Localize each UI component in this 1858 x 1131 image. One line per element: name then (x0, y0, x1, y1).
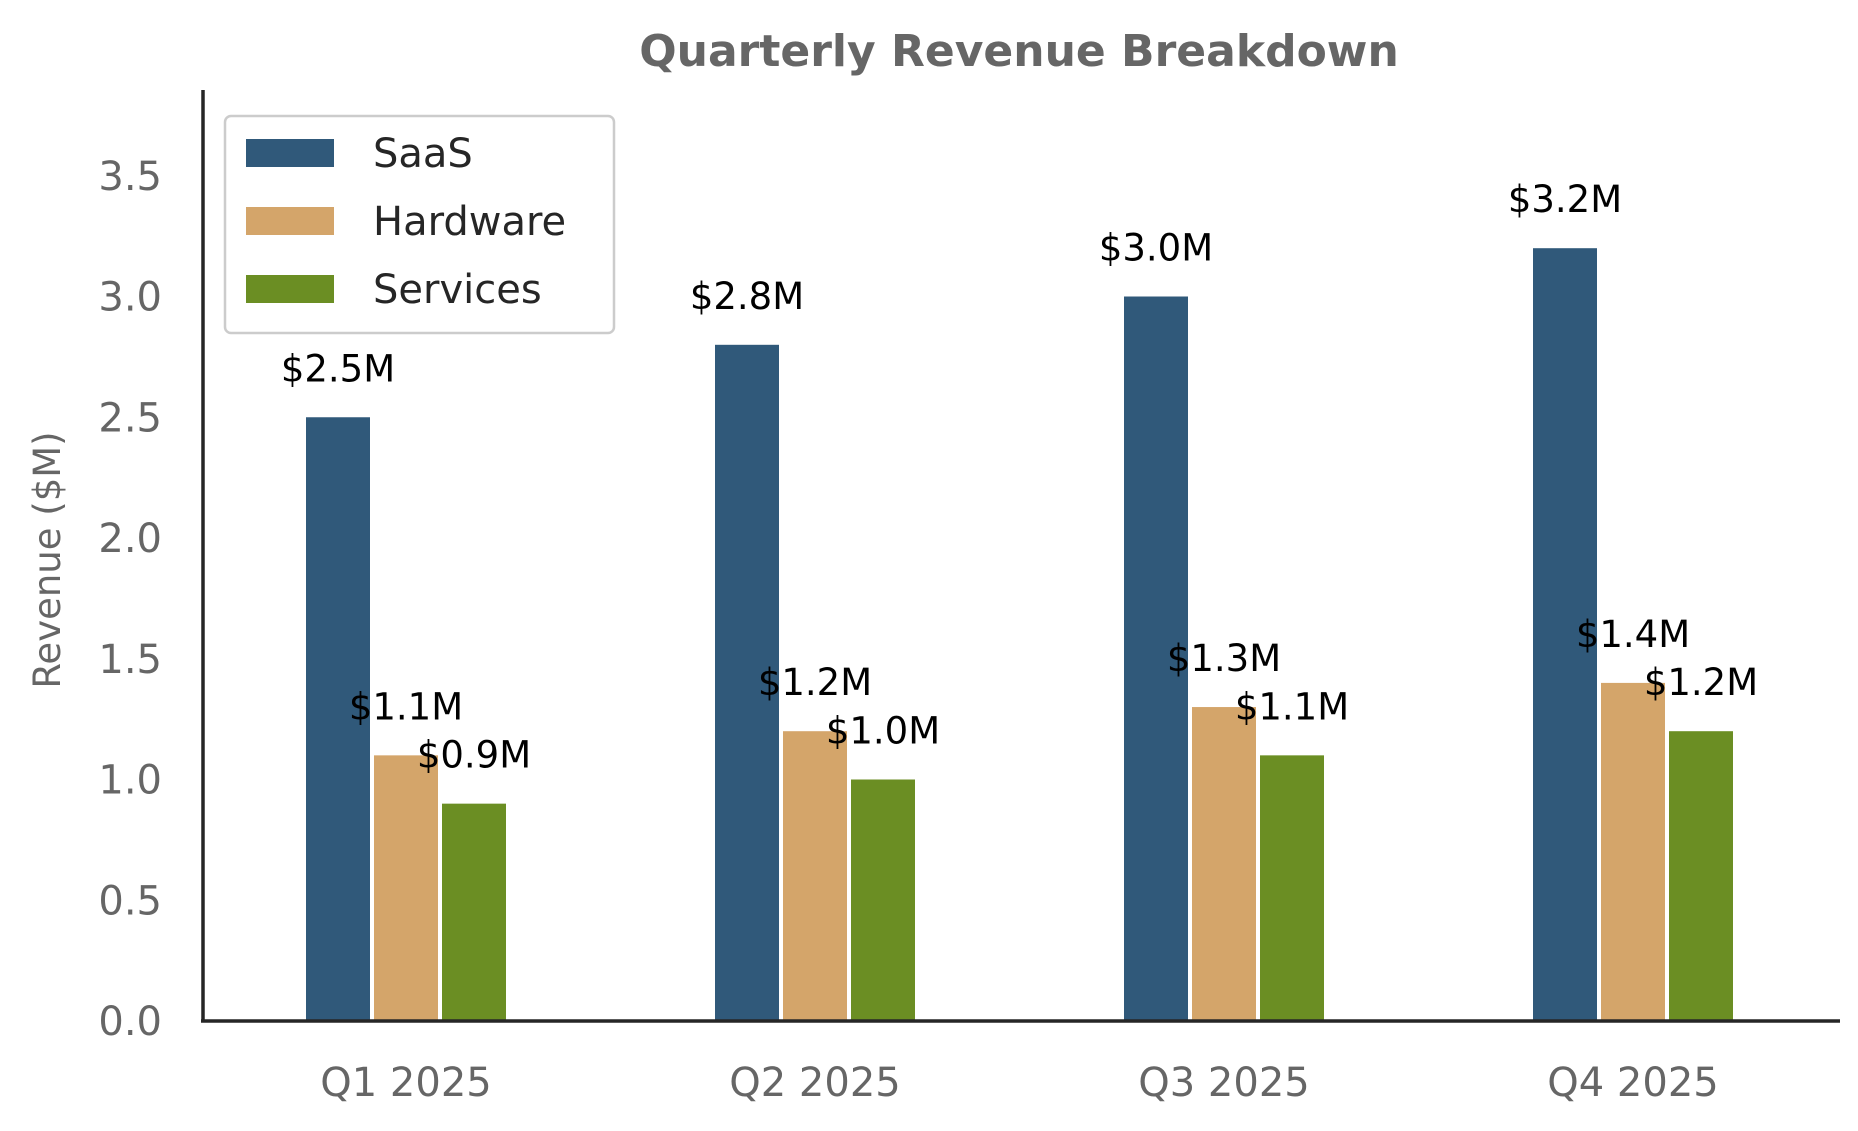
data-label: $0.9M (417, 734, 531, 777)
data-label: $1.0M (826, 710, 940, 753)
data-label: $3.0M (1099, 227, 1213, 270)
legend-swatch-saas (246, 139, 334, 167)
x-tick-label: Q3 2025 (1138, 1060, 1309, 1106)
chart-title: Quarterly Revenue Breakdown (639, 26, 1399, 77)
y-axis-label: Revenue ($M) (26, 431, 69, 688)
legend-swatch-services (246, 275, 334, 303)
y-tick-label: 2.0 (98, 516, 162, 562)
bar-hardware-q3-2025 (1192, 707, 1256, 1021)
data-label: $1.2M (758, 661, 872, 704)
y-tick-labels: 0.0 0.5 1.0 1.5 2.0 2.5 3.0 3.5 (98, 154, 162, 1045)
y-tick-label: 0.0 (98, 999, 162, 1045)
y-tick-label: 3.0 (98, 275, 162, 321)
x-tick-label: Q2 2025 (729, 1060, 900, 1106)
data-label: $1.3M (1167, 637, 1281, 680)
data-labels: $2.5M $1.1M $0.9M $2.8M $1.2M $1.0M $3.0M $1.3M… (281, 178, 1758, 776)
bar-services-q4-2025 (1669, 731, 1733, 1021)
y-tick-label: 0.5 (98, 878, 162, 924)
legend: SaaS Hardware Services (223, 114, 616, 335)
legend-swatch-hardware (246, 207, 334, 235)
bar-saas-q3-2025 (1124, 296, 1188, 1021)
data-label: $1.2M (1644, 661, 1758, 704)
bar-saas-q4-2025 (1533, 248, 1597, 1021)
y-tick-label: 3.5 (98, 154, 162, 200)
legend-label-services: Services (373, 267, 542, 313)
bar-hardware-q2-2025 (783, 731, 847, 1021)
data-label: $2.5M (281, 347, 395, 390)
y-tick-label: 1.0 (98, 758, 162, 804)
bars (306, 248, 1733, 1021)
y-tick-label: 1.5 (98, 637, 162, 683)
legend-label-hardware: Hardware (373, 199, 566, 245)
legend-label-saas: SaaS (373, 131, 473, 177)
bar-services-q1-2025 (442, 803, 506, 1021)
data-label: $3.2M (1508, 178, 1622, 221)
bar-services-q3-2025 (1260, 755, 1324, 1021)
data-label: $1.4M (1576, 613, 1690, 656)
data-label: $1.1M (1235, 685, 1349, 728)
x-tick-label: Q1 2025 (320, 1060, 491, 1106)
x-tick-label: Q4 2025 (1547, 1060, 1718, 1106)
data-label: $2.8M (690, 275, 804, 318)
data-label: $1.1M (349, 685, 463, 728)
y-tick-label: 2.5 (98, 395, 162, 441)
bar-saas-q1-2025 (306, 417, 370, 1021)
x-tick-labels: Q1 2025 Q2 2025 Q3 2025 Q4 2025 (320, 1060, 1718, 1106)
bar-services-q2-2025 (851, 779, 915, 1021)
bar-hardware-q1-2025 (374, 755, 438, 1021)
bar-hardware-q4-2025 (1601, 682, 1665, 1021)
bar-saas-q2-2025 (715, 344, 779, 1021)
